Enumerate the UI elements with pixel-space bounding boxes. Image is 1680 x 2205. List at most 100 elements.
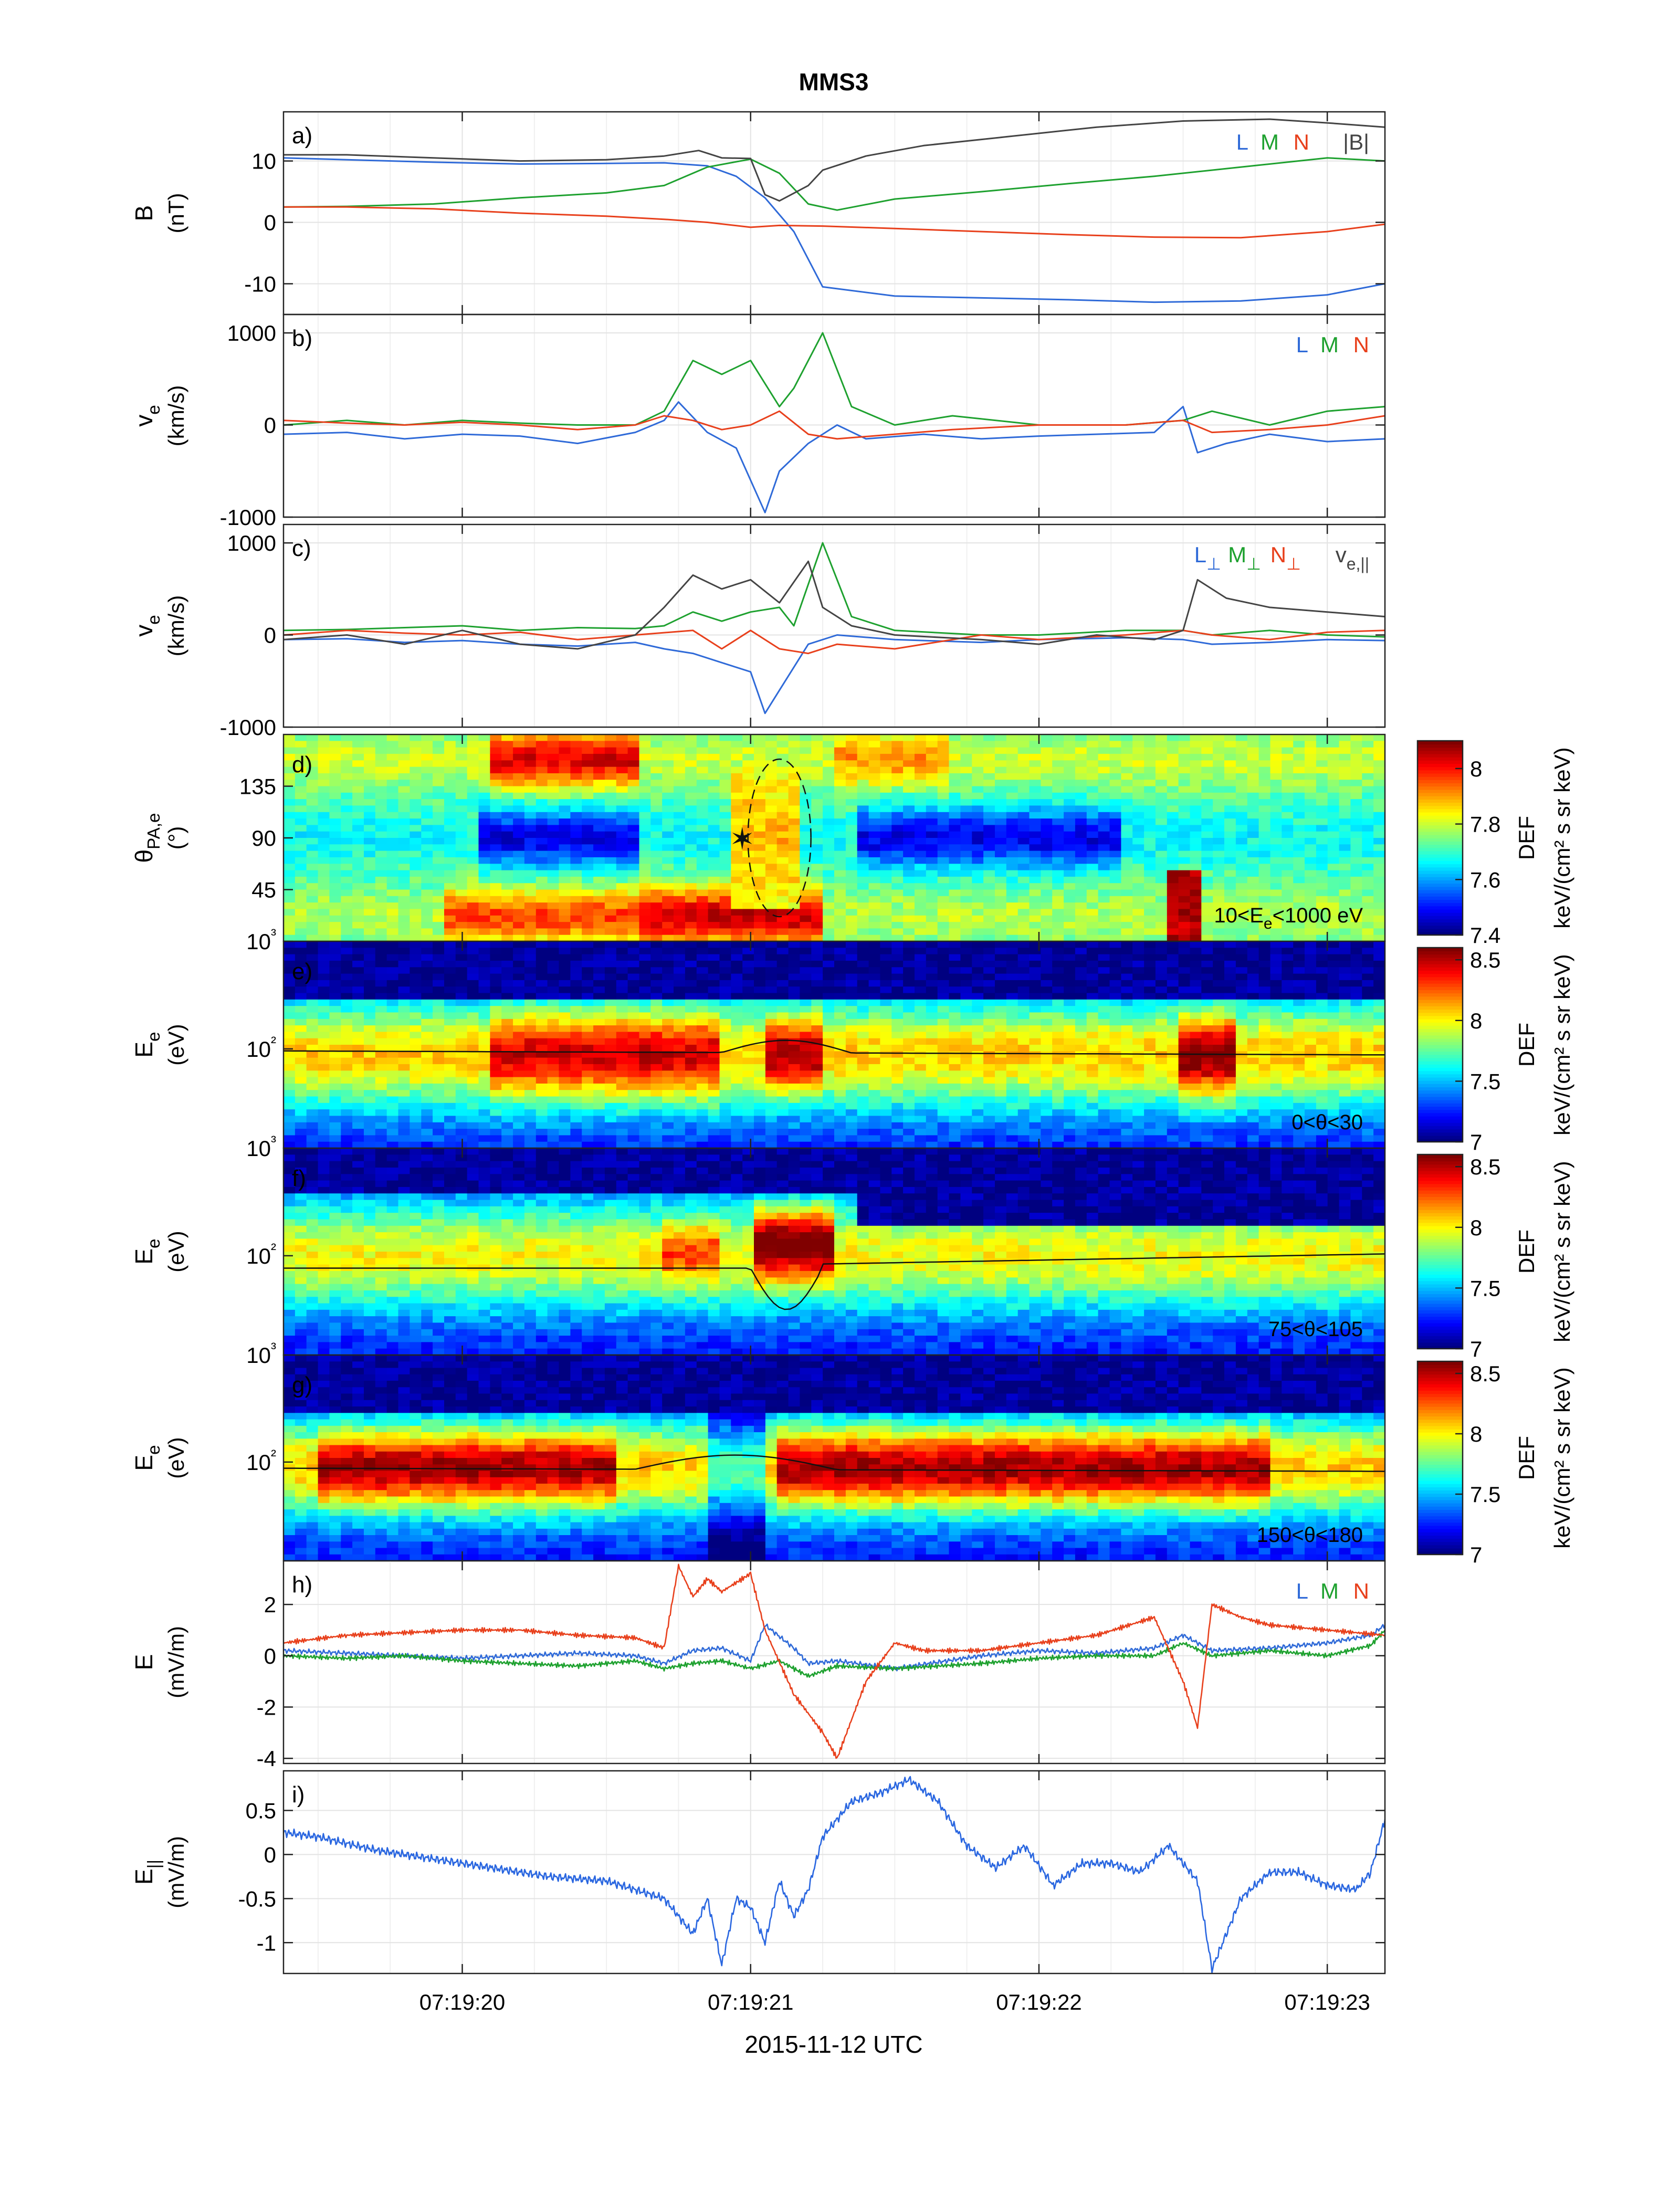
y-tick-label: 10² <box>246 1241 276 1268</box>
series-line-E_|| <box>284 1776 1385 1973</box>
colorbar-tick-label: 8.5 <box>1470 1361 1500 1386</box>
legend-entry: |B| <box>1343 130 1369 154</box>
figure-title: MMS3 <box>799 68 869 96</box>
panel-f-energy-spectrogram-perpendicular: 10² 10³ f) 75<θ<105 7 7.5 8 8.5 DEF keV/(cm² s sr… <box>130 1133 1574 1361</box>
colorbar-unit: keV/(cm² s sr keV) <box>1550 747 1574 928</box>
series-line-N <box>284 410 1385 440</box>
y-tick-label: 0 <box>264 623 276 648</box>
dashed-ellipse-marker <box>747 758 812 918</box>
y-tick-label: 135 <box>239 774 276 799</box>
colorbar-tick-label: 7.5 <box>1470 1069 1500 1094</box>
panel-letter: a) <box>292 123 312 149</box>
legend-entry: N⊥ <box>1270 542 1301 573</box>
y-tick-label: 0 <box>264 413 276 438</box>
y-axis-unit: (eV) <box>164 1024 188 1065</box>
series-line-N⊥ <box>284 629 1385 655</box>
spectrogram-cells <box>284 734 1385 942</box>
colorbar-label: DEF <box>1514 1230 1539 1274</box>
y-tick-label: 10 <box>251 149 276 174</box>
y-axis-label: E|| <box>130 1860 164 1885</box>
panel-g-energy-spectrogram-antiparallel: 10² 10³ g) 150<θ<180 7 7.5 8 8.5 DEF keV/(cm² s s… <box>130 1340 1574 1567</box>
y-tick-label: -10 <box>244 272 276 297</box>
y-tick-label: 10² <box>246 1034 276 1062</box>
panel-i-parallel-electric-field: -1 -0.5 0 0.5 i) E|| (mV/m) <box>130 1770 1386 1975</box>
legend-entry: ve,|| <box>1336 542 1369 573</box>
spectrogram-cells <box>284 941 1385 1149</box>
x-tick-label: 07:19:22 <box>996 1990 1082 2014</box>
colorbar-label: DEF <box>1514 1436 1539 1480</box>
x-axis-label: 2015-11-12 UTC <box>744 2031 922 2058</box>
series-line-M <box>284 1630 1385 1678</box>
y-tick-label: -0.5 <box>238 1886 276 1911</box>
colorbar-tick-label: 8 <box>1470 1009 1482 1033</box>
y-tick-label: -1 <box>257 1930 276 1955</box>
colorbar-tick-label: 7.8 <box>1470 812 1500 837</box>
series-line-M <box>284 332 1385 426</box>
panel-d-pitch-angle-spectrogram: ✶ 45 90 135 d) 10<Ee<1000 eV 7.4 7.6 7.8 8 DEF keV/… <box>130 733 1574 948</box>
panel-frame <box>282 1560 1386 1765</box>
series-line-L⊥ <box>284 634 1385 715</box>
panel-letter: d) <box>292 752 312 778</box>
legend-entry: L⊥ <box>1194 542 1221 573</box>
y-tick-label: 10³ <box>246 926 276 954</box>
y-tick-label: -1000 <box>220 505 276 530</box>
panel-letter: b) <box>292 326 312 351</box>
panel-c-electron-velocity-perp-par: -1000 0 1000 c) ve,|| N⊥ M⊥L⊥ ve (km/s) <box>130 523 1386 740</box>
y-axis-label: Ee <box>130 1445 164 1471</box>
x-tick-label: 07:19:21 <box>708 1990 794 2014</box>
spectrogram-cells <box>284 1148 1385 1356</box>
y-axis-unit: (eV) <box>164 1437 188 1478</box>
legend-entry: M <box>1261 130 1279 154</box>
panel-frame <box>282 313 1386 518</box>
colorbar-unit: keV/(cm² s sr keV) <box>1550 1161 1574 1342</box>
colorbar-tick-label: 7 <box>1470 1542 1482 1567</box>
legend-entry: N <box>1353 1579 1369 1603</box>
energy-range-annotation: 0<θ<30 <box>1292 1111 1363 1134</box>
y-tick-label: 90 <box>251 826 276 850</box>
asterisk-marker: ✶ <box>729 822 755 856</box>
y-tick-label: 0 <box>264 1842 276 1867</box>
panel-letter: h) <box>292 1572 312 1598</box>
panel-letter: g) <box>292 1372 312 1398</box>
colorbar: 7.4 7.6 7.8 8 DEF keV/(cm² s sr keV) <box>1416 740 1574 948</box>
series-line-|B| <box>284 118 1385 202</box>
panel-letter: f) <box>292 1166 306 1191</box>
y-axis-label: ve <box>130 405 164 426</box>
y-axis-label: ve <box>130 615 164 636</box>
legend-entry: M <box>1320 1579 1339 1603</box>
x-tick-label: 07:19:23 <box>1284 1990 1370 2014</box>
y-tick-label: 1000 <box>227 531 276 555</box>
legend-entry: N <box>1294 130 1309 154</box>
colorbar: 7 7.5 8 8.5 DEF keV/(cm² s sr keV) <box>1416 1153 1574 1361</box>
series-line-N <box>284 1563 1385 1759</box>
y-axis-unit: (°) <box>164 826 188 850</box>
energy-range-annotation: 10<Ee<1000 eV <box>1214 904 1363 932</box>
colorbar-tick-label: 7 <box>1470 1130 1482 1154</box>
y-axis-unit: (nT) <box>164 193 188 234</box>
panel-frame <box>282 523 1386 728</box>
y-tick-label: 2 <box>264 1592 276 1617</box>
colorbar-tick-label: 7.4 <box>1470 923 1500 948</box>
y-axis-unit: (mV/m) <box>164 1836 188 1908</box>
y-tick-label: 1000 <box>227 321 276 345</box>
series-line-L <box>284 157 1385 303</box>
colorbar-tick-label: 8 <box>1470 1422 1482 1446</box>
panel-letter: c) <box>292 536 311 561</box>
y-tick-label: 45 <box>251 878 276 902</box>
spectrogram-cells <box>284 1355 1385 1561</box>
colorbar-tick-label: 8.5 <box>1470 948 1500 972</box>
legend-entry: L <box>1296 332 1308 357</box>
colorbar-tick-label: 7.6 <box>1470 867 1500 892</box>
energy-range-annotation: 150<θ<180 <box>1257 1524 1363 1547</box>
colorbar-tick-label: 7.5 <box>1470 1482 1500 1507</box>
legend-entry: N <box>1353 332 1369 357</box>
reference-curve <box>284 1454 1385 1472</box>
colorbar-tick-label: 7 <box>1470 1337 1482 1361</box>
y-axis-label: B <box>130 205 158 222</box>
y-tick-label: 10³ <box>246 1133 276 1161</box>
colorbar-tick-label: 8.5 <box>1470 1154 1500 1179</box>
energy-range-annotation: 75<θ<105 <box>1268 1318 1363 1341</box>
y-axis-label: Ee <box>130 1238 164 1264</box>
